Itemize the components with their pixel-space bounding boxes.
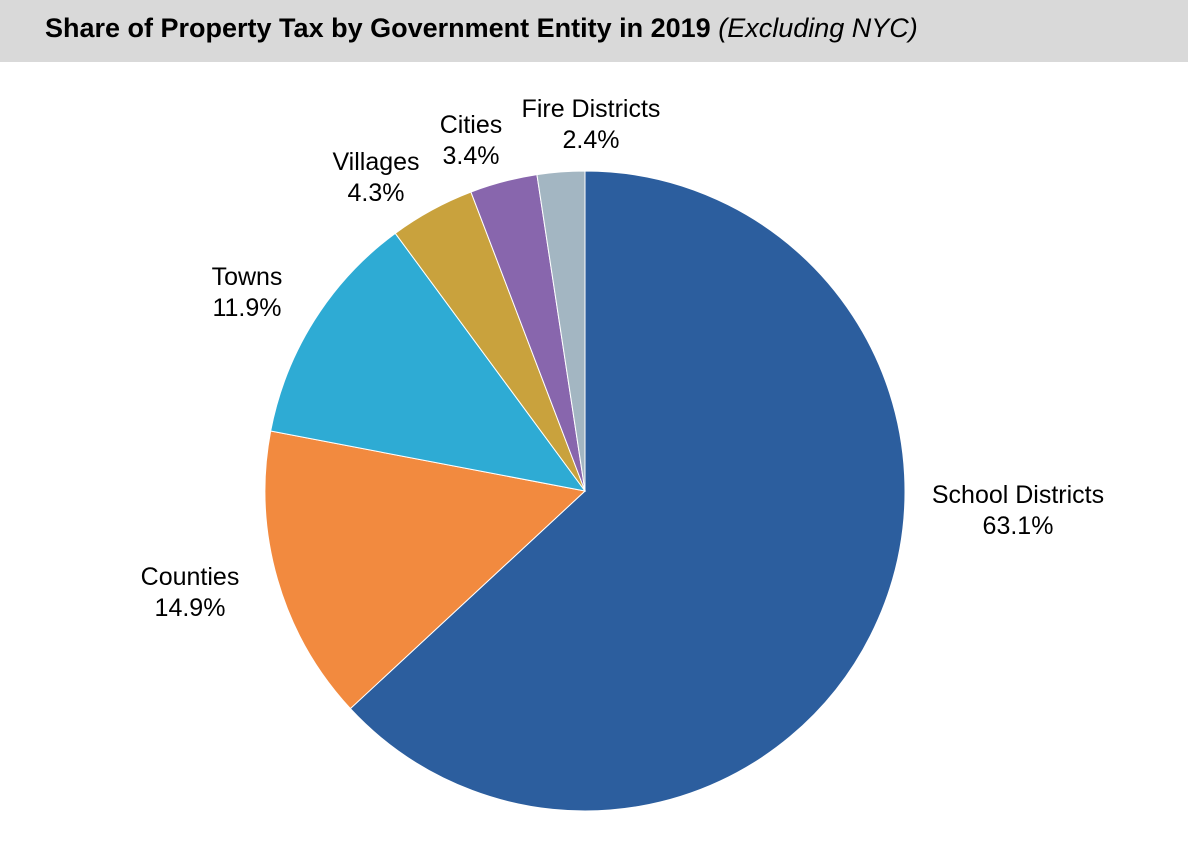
slice-label-villages: Villages	[332, 148, 419, 176]
slice-value-fire-districts: 2.4%	[563, 126, 620, 154]
pie-slice-towns	[270, 232, 587, 492]
slice-label-towns: Towns	[212, 263, 283, 291]
slice-label-cities: Cities	[440, 111, 503, 139]
slice-value-school-districts: 63.1%	[983, 512, 1054, 540]
slice-label-school-districts: School Districts	[932, 481, 1104, 509]
chart-title-subtitle: (Excluding NYC)	[718, 13, 918, 43]
slice-value-counties: 14.9%	[155, 594, 226, 622]
pie-slices	[264, 170, 906, 812]
chart-title: Share of Property Tax by Government Enti…	[45, 13, 918, 44]
slice-value-villages: 4.3%	[348, 179, 405, 207]
slice-value-cities: 3.4%	[443, 142, 500, 170]
slice-label-counties: Counties	[141, 563, 240, 591]
pie-slice-school-districts	[349, 170, 906, 812]
slice-label-fire-districts: Fire Districts	[522, 95, 661, 123]
pie-slice-fire-districts	[536, 170, 586, 492]
title-bar: Share of Property Tax by Government Enti…	[0, 0, 1188, 62]
chart-title-main: Share of Property Tax by Government Enti…	[45, 13, 711, 43]
pie-slice-counties	[264, 430, 587, 710]
slice-value-towns: 11.9%	[212, 294, 281, 322]
pie-labels: School Districts 63.1% Counties 14.9% Towns 1…	[141, 95, 1104, 622]
